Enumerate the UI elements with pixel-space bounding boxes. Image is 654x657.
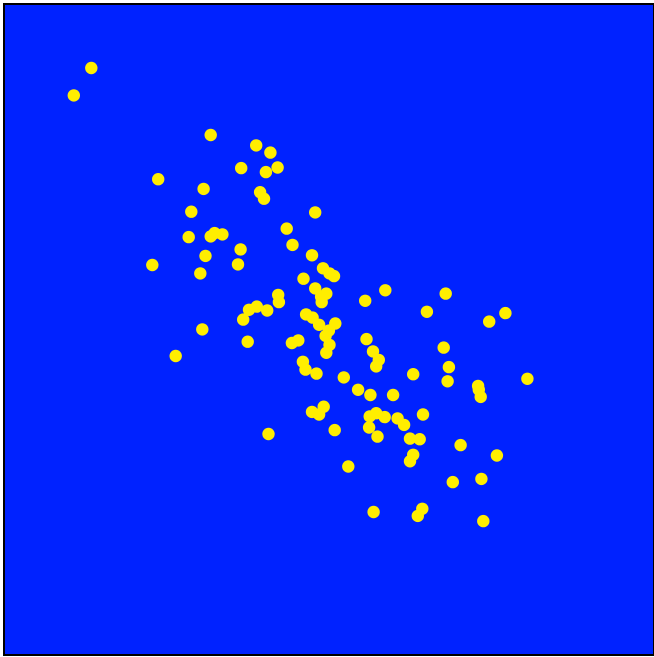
scatter-point (337, 371, 350, 384)
scatter-point (403, 432, 417, 445)
scatter-point (364, 388, 377, 402)
scatter-point (367, 505, 380, 519)
scatter-point (386, 388, 400, 402)
scatter-point (286, 238, 299, 252)
scatter-point (397, 418, 411, 432)
scatter-point (261, 304, 274, 317)
scatter-point (475, 472, 488, 486)
scatter-point (196, 323, 209, 336)
scatter-point (237, 313, 250, 326)
scatter-point (241, 335, 254, 348)
scatter-point (351, 383, 365, 396)
scatter-point (362, 421, 376, 434)
scatter-point (250, 300, 263, 313)
scatter-point (309, 206, 322, 219)
scatter-point (85, 61, 98, 75)
scatter-point (264, 146, 277, 159)
scatter-point (169, 349, 182, 363)
scatter-point (292, 334, 305, 347)
scatter-point (420, 305, 434, 318)
scatter-point (272, 295, 286, 309)
scatter-point (442, 360, 456, 374)
scatter-point (231, 258, 245, 271)
scatter-point (262, 427, 275, 441)
scatter-point (280, 222, 293, 235)
scatter-point (329, 317, 342, 330)
scatter-point (197, 182, 210, 196)
scatter-point (297, 272, 310, 285)
scatter-point (250, 139, 263, 152)
scatter-point (152, 173, 165, 186)
scatter-point (359, 294, 372, 307)
scatter-point (413, 433, 426, 446)
scatter-point (327, 269, 341, 283)
scatter-point (437, 341, 450, 354)
scatter-point (259, 165, 273, 179)
scatter-point (521, 372, 534, 385)
scatter-point (477, 514, 490, 528)
scatter-point (199, 249, 212, 263)
scatter-point (370, 360, 383, 373)
scatter-point (67, 89, 81, 102)
plot-frame (3, 3, 654, 656)
scatter-point (446, 475, 459, 489)
scatter-point (216, 228, 229, 241)
scatter-point (204, 128, 217, 142)
scatter-point (182, 230, 195, 244)
scatter-point (320, 346, 333, 359)
scatter-point (312, 318, 326, 331)
scatter-point (411, 509, 424, 523)
scatter-point (490, 449, 504, 462)
scatter-point (407, 368, 420, 381)
scatter-point (309, 282, 322, 295)
data-points (67, 61, 534, 528)
scatter-point (315, 295, 328, 309)
scatter-point (328, 423, 341, 437)
scatter-point (194, 267, 207, 280)
scatter-point (360, 332, 373, 346)
scatter-point (378, 410, 391, 424)
scatter-point (235, 161, 248, 175)
scatter-point (472, 383, 485, 396)
scatter-point (439, 287, 452, 300)
scatter-point (234, 243, 247, 256)
scatter-point (416, 408, 430, 421)
scatter-point (185, 205, 198, 218)
scatter-point (403, 455, 417, 468)
scatter-point (371, 430, 384, 443)
scatter-point (454, 438, 467, 452)
scatter-point (305, 249, 319, 262)
scatter-point (146, 258, 159, 272)
scatter-point (310, 367, 323, 380)
scatter-point (299, 363, 312, 376)
scatter-point (312, 408, 326, 421)
scatter-point (271, 161, 284, 174)
scatter-point (257, 192, 271, 205)
scatter-point (379, 284, 392, 297)
scatter-point (441, 375, 454, 388)
scatter-point (499, 306, 512, 320)
scatter-point (483, 315, 496, 328)
scatter-point (342, 460, 355, 473)
